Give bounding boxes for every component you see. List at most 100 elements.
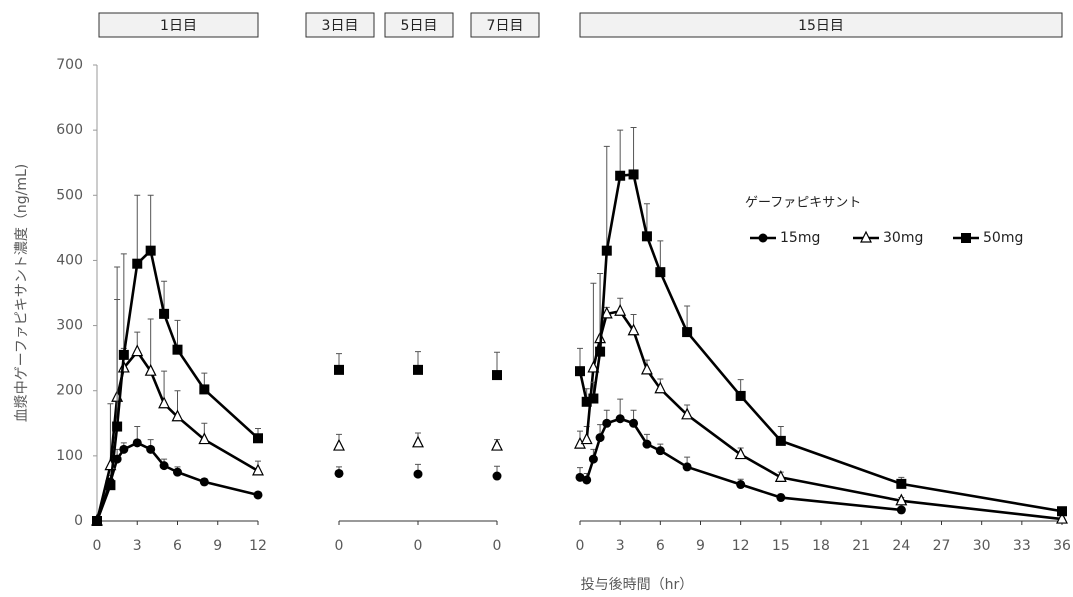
marker: [681, 407, 694, 420]
error-bar: [603, 145, 610, 251]
x-tick-label: 0: [414, 538, 423, 554]
marker: [600, 306, 613, 319]
marker: [896, 505, 906, 515]
marker: [595, 433, 605, 443]
panel-header: [579, 12, 1063, 38]
marker: [132, 258, 143, 269]
legend-marker: [961, 233, 971, 243]
marker: [615, 414, 625, 424]
panel-header: [98, 12, 259, 38]
y-tick-label: 100: [56, 448, 83, 464]
marker: [334, 468, 344, 478]
legend-marker: [758, 233, 768, 243]
marker: [159, 461, 169, 471]
x-tick-label: 9: [696, 538, 705, 554]
marker: [132, 438, 142, 448]
marker: [587, 360, 600, 373]
marker: [171, 409, 184, 422]
marker: [628, 169, 639, 180]
y-tick-label: 600: [56, 122, 83, 138]
marker: [118, 349, 129, 360]
marker: [131, 344, 144, 357]
series-line: [579, 417, 902, 512]
marker: [627, 323, 640, 336]
marker: [158, 396, 171, 409]
error-bar: [147, 318, 154, 372]
series-line: [578, 173, 1063, 513]
marker: [144, 363, 157, 376]
y-tick-label: 400: [56, 252, 83, 268]
marker: [629, 418, 639, 428]
marker: [642, 439, 652, 449]
marker: [734, 447, 747, 460]
panel-header: [305, 12, 375, 38]
marker: [412, 435, 424, 448]
x-tick-label: 12: [249, 538, 267, 554]
marker: [602, 418, 612, 428]
x-tick-label: 0: [576, 538, 585, 554]
x-tick-label: 21: [852, 538, 870, 554]
x-tick-label: 27: [933, 538, 951, 554]
panel-title: 3日目: [322, 18, 359, 34]
x-tick-label: 15: [772, 538, 790, 554]
marker: [413, 469, 423, 479]
marker: [775, 435, 786, 446]
panel-title: 7日目: [487, 18, 524, 34]
marker: [588, 454, 598, 464]
marker: [776, 493, 786, 503]
x-tick-label: 33: [1013, 538, 1031, 554]
marker: [92, 516, 102, 526]
marker: [492, 370, 502, 381]
marker: [491, 438, 503, 451]
series-line: [95, 441, 259, 522]
x-tick-label: 6: [173, 538, 182, 554]
x-tick-label: 36: [1053, 538, 1071, 554]
x-tick-label: 3: [133, 538, 142, 554]
marker: [682, 327, 693, 338]
panel-title: 5日目: [401, 18, 438, 34]
marker: [145, 245, 156, 256]
marker: [492, 471, 502, 481]
marker: [253, 433, 263, 444]
x-tick-label: 0: [93, 538, 102, 554]
error-bar: [147, 194, 154, 251]
marker: [333, 438, 345, 451]
y-tick-label: 700: [56, 57, 83, 73]
error-bar: [630, 127, 637, 175]
marker: [580, 432, 593, 445]
x-tick-label: 12: [732, 538, 750, 554]
panel-title: 1日目: [160, 18, 197, 34]
marker: [413, 364, 423, 375]
marker: [581, 396, 592, 407]
error-bar: [657, 240, 664, 273]
marker: [112, 421, 123, 432]
marker: [654, 381, 667, 394]
marker: [896, 478, 907, 489]
marker: [199, 384, 210, 395]
marker: [614, 303, 627, 316]
marker: [198, 432, 211, 445]
legend-label: 50mg: [983, 230, 1023, 246]
panel-title: 15日目: [798, 18, 844, 34]
x-tick-label: 18: [812, 538, 830, 554]
legend-label: 30mg: [883, 230, 923, 246]
marker: [146, 444, 156, 454]
marker: [199, 477, 209, 487]
marker: [1057, 506, 1067, 517]
marker: [173, 467, 182, 477]
marker: [582, 475, 592, 485]
x-tick-label: 0: [335, 538, 344, 554]
marker: [595, 346, 606, 357]
y-tick-label: 500: [56, 187, 83, 203]
marker: [615, 170, 626, 181]
legend-marker: [860, 230, 872, 243]
marker: [119, 444, 129, 454]
y-axis-label: 血漿中ゲーファピキサント濃度（ng/mL): [14, 164, 30, 423]
marker: [588, 393, 599, 404]
marker: [895, 493, 908, 506]
error-bar: [134, 194, 141, 264]
x-tick-label: 9: [213, 538, 222, 554]
y-tick-label: 300: [56, 318, 83, 334]
marker: [1056, 511, 1068, 524]
